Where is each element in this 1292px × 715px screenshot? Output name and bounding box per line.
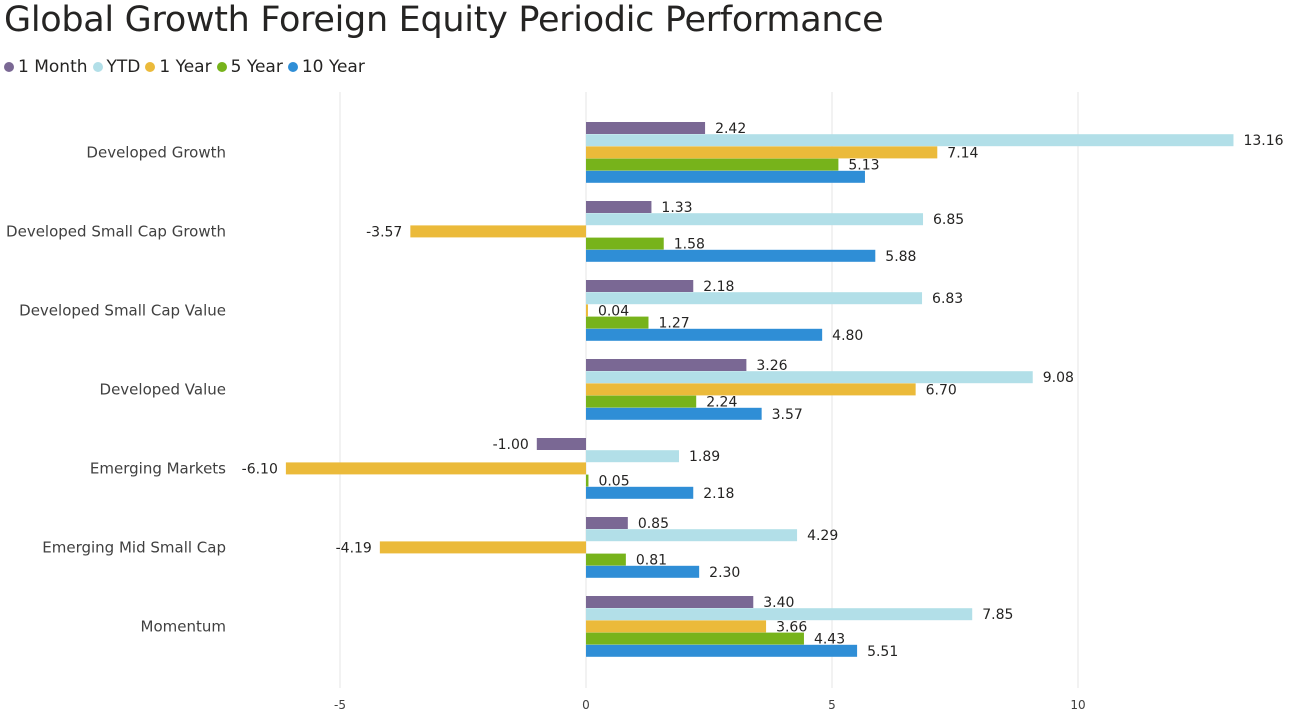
data-label: 2.42 [715, 121, 746, 137]
bar[interactable] [586, 213, 924, 226]
data-label: -4.19 [336, 540, 372, 556]
legend-dot-icon [216, 62, 227, 72]
bar[interactable] [586, 249, 876, 262]
bar[interactable] [586, 304, 588, 317]
bar[interactable] [586, 565, 700, 578]
data-label: 6.83 [932, 291, 963, 307]
category-label: Developed Small Cap Value [19, 302, 226, 320]
data-label: 6.85 [933, 212, 964, 228]
category-label: Developed Value [100, 381, 226, 399]
bar[interactable] [586, 316, 649, 329]
bar[interactable] [586, 395, 697, 408]
data-label: -3.57 [366, 224, 402, 240]
bar[interactable] [586, 122, 706, 134]
legend-dot-icon [287, 62, 298, 72]
data-label: 3.26 [756, 358, 787, 374]
bar[interactable] [586, 620, 767, 633]
data-label: 2.18 [703, 486, 734, 502]
data-label: 4.43 [814, 632, 845, 648]
data-label: 5.13 [848, 158, 879, 174]
data-label: 0.81 [636, 553, 667, 569]
bar[interactable] [586, 371, 1033, 384]
legend-label: 5 Year [230, 57, 283, 77]
bar[interactable] [586, 359, 747, 371]
bar[interactable] [379, 541, 586, 554]
data-label: 0.04 [598, 303, 629, 319]
bar[interactable] [586, 237, 664, 250]
bar[interactable] [586, 608, 973, 621]
bar[interactable] [536, 438, 586, 450]
category-label: Developed Small Cap Growth [6, 223, 226, 241]
x-tick-label: -5 [334, 698, 346, 712]
bar[interactable] [586, 407, 762, 420]
legend-item[interactable]: 1 Month [4, 57, 88, 77]
bar[interactable] [586, 146, 938, 159]
bar[interactable] [586, 596, 754, 608]
bar[interactable] [586, 517, 628, 529]
data-label: 2.30 [709, 565, 740, 581]
data-label: 3.57 [772, 407, 803, 423]
bar[interactable] [285, 462, 586, 475]
category-label: Emerging Mid Small Cap [42, 539, 226, 557]
chart-legend: 1 Month YTD 1 Year 5 Year 10 Year [4, 56, 370, 78]
data-label: -1.00 [493, 437, 529, 453]
bar[interactable] [586, 328, 823, 341]
data-label: 13.16 [1243, 133, 1283, 149]
bar[interactable] [586, 644, 858, 657]
bar[interactable] [586, 553, 626, 566]
legend-item[interactable]: 5 Year [216, 57, 283, 77]
data-label: 1.58 [674, 237, 705, 253]
x-tick-label: 0 [582, 698, 590, 712]
x-tick-label: 5 [828, 698, 836, 712]
legend-dot-icon [92, 62, 103, 72]
legend-item[interactable]: 10 Year [287, 57, 365, 77]
bar[interactable] [586, 529, 798, 542]
data-label: 2.18 [703, 279, 734, 295]
bar[interactable] [586, 632, 804, 645]
data-label: 2.24 [706, 395, 737, 411]
legend-dot-icon [145, 62, 156, 72]
data-label: 1.33 [661, 200, 692, 216]
category-label: Momentum [141, 618, 226, 636]
data-label: 7.85 [982, 607, 1013, 623]
bar[interactable] [586, 383, 916, 396]
data-label: 3.66 [776, 619, 807, 635]
legend-item[interactable]: YTD [92, 57, 141, 77]
data-label: 6.70 [926, 382, 957, 398]
category-label: Emerging Markets [90, 460, 226, 478]
data-label: 9.08 [1043, 370, 1074, 386]
bar[interactable] [586, 170, 865, 183]
data-label: 7.14 [947, 145, 978, 161]
data-label: 1.27 [658, 316, 689, 332]
bar[interactable] [586, 201, 652, 213]
legend-item[interactable]: 1 Year [145, 57, 212, 77]
bar[interactable] [586, 134, 1234, 147]
data-label: 4.29 [807, 528, 838, 544]
data-label: 3.40 [763, 595, 794, 611]
legend-dot-icon [4, 62, 14, 72]
data-label: 5.51 [867, 644, 898, 660]
bar[interactable] [586, 280, 694, 292]
bar[interactable] [586, 450, 679, 463]
chart-title: Global Growth Foreign Equity Periodic Pe… [4, 0, 884, 40]
data-label: 0.05 [598, 474, 629, 490]
legend-label: 1 Month [18, 57, 88, 77]
bar[interactable] [586, 158, 839, 171]
data-label: 4.80 [832, 328, 863, 344]
legend-label: YTD [106, 57, 141, 77]
bar[interactable] [410, 225, 586, 238]
data-label: 1.89 [689, 449, 720, 465]
x-tick-label: 10 [1070, 698, 1085, 712]
data-label: 5.88 [885, 249, 916, 265]
bar[interactable] [586, 292, 923, 305]
data-label: -6.10 [242, 461, 278, 477]
legend-label: 10 Year [301, 57, 365, 77]
legend-label: 1 Year [159, 57, 212, 77]
bar[interactable] [586, 474, 589, 487]
bar[interactable] [586, 486, 694, 499]
data-label: 0.85 [638, 516, 669, 532]
category-label: Developed Growth [86, 144, 226, 162]
